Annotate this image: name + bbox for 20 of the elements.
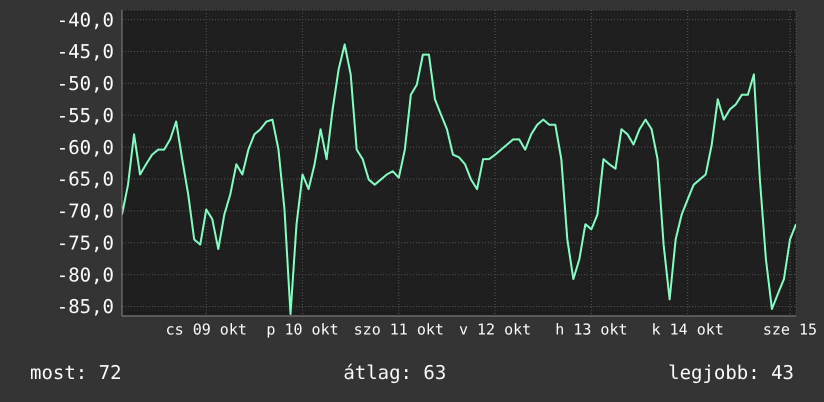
- text: legjobb: 43: [668, 362, 794, 384]
- y-tick-label: -40,0: [56, 9, 114, 32]
- x-tick-label: h 13 okt: [555, 320, 628, 339]
- y-tick-label: -75,0: [56, 232, 114, 254]
- y-tick-label: -55,0: [56, 104, 114, 127]
- x-tick-label: sze 15: [762, 320, 818, 339]
- x-tick-label: szo 11 okt: [354, 320, 444, 339]
- text: átlag: 63: [343, 362, 446, 384]
- y-tick-label: -70,0: [56, 200, 114, 223]
- y-tick-label: -45,0: [56, 41, 114, 64]
- y-tick-label: -85,0: [56, 296, 114, 318]
- y-tick-label: -80,0: [56, 264, 114, 286]
- x-tick-label: v 12 okt: [458, 320, 532, 339]
- y-tick-label: -60,0: [56, 136, 114, 159]
- y-tick-label: -65,0: [56, 168, 114, 191]
- x-tick-label: p 10 okt: [266, 320, 339, 339]
- y-tick-label: -50,0: [56, 73, 114, 96]
- text: most: 72: [30, 362, 122, 384]
- x-tick-label: cs 09 okt: [166, 320, 247, 339]
- x-tick-label: k 14 okt: [652, 320, 724, 339]
